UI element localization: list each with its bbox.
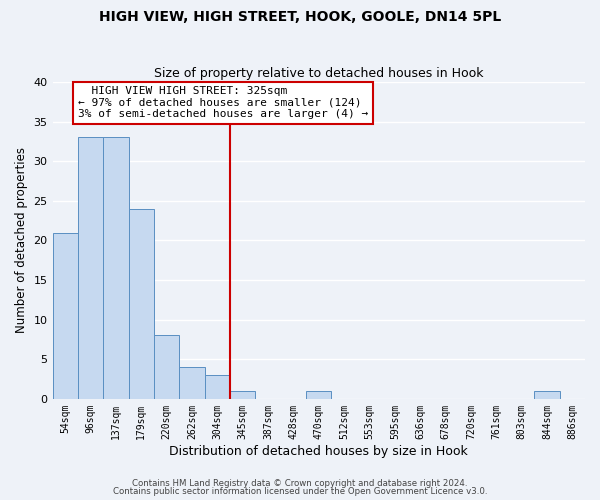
- Bar: [306, 391, 331, 399]
- Bar: [205, 375, 230, 399]
- Y-axis label: Number of detached properties: Number of detached properties: [15, 148, 28, 334]
- Bar: [154, 336, 179, 399]
- Text: HIGH VIEW, HIGH STREET, HOOK, GOOLE, DN14 5PL: HIGH VIEW, HIGH STREET, HOOK, GOOLE, DN1…: [99, 10, 501, 24]
- Text: Contains public sector information licensed under the Open Government Licence v3: Contains public sector information licen…: [113, 487, 487, 496]
- X-axis label: Distribution of detached houses by size in Hook: Distribution of detached houses by size …: [169, 444, 468, 458]
- Bar: [179, 367, 205, 399]
- Bar: [78, 138, 103, 399]
- Text: HIGH VIEW HIGH STREET: 325sqm
← 97% of detached houses are smaller (124)
3% of s: HIGH VIEW HIGH STREET: 325sqm ← 97% of d…: [78, 86, 368, 119]
- Text: Contains HM Land Registry data © Crown copyright and database right 2024.: Contains HM Land Registry data © Crown c…: [132, 478, 468, 488]
- Bar: [103, 138, 128, 399]
- Bar: [128, 209, 154, 399]
- Bar: [53, 232, 78, 399]
- Bar: [230, 391, 256, 399]
- Title: Size of property relative to detached houses in Hook: Size of property relative to detached ho…: [154, 66, 484, 80]
- Bar: [534, 391, 560, 399]
